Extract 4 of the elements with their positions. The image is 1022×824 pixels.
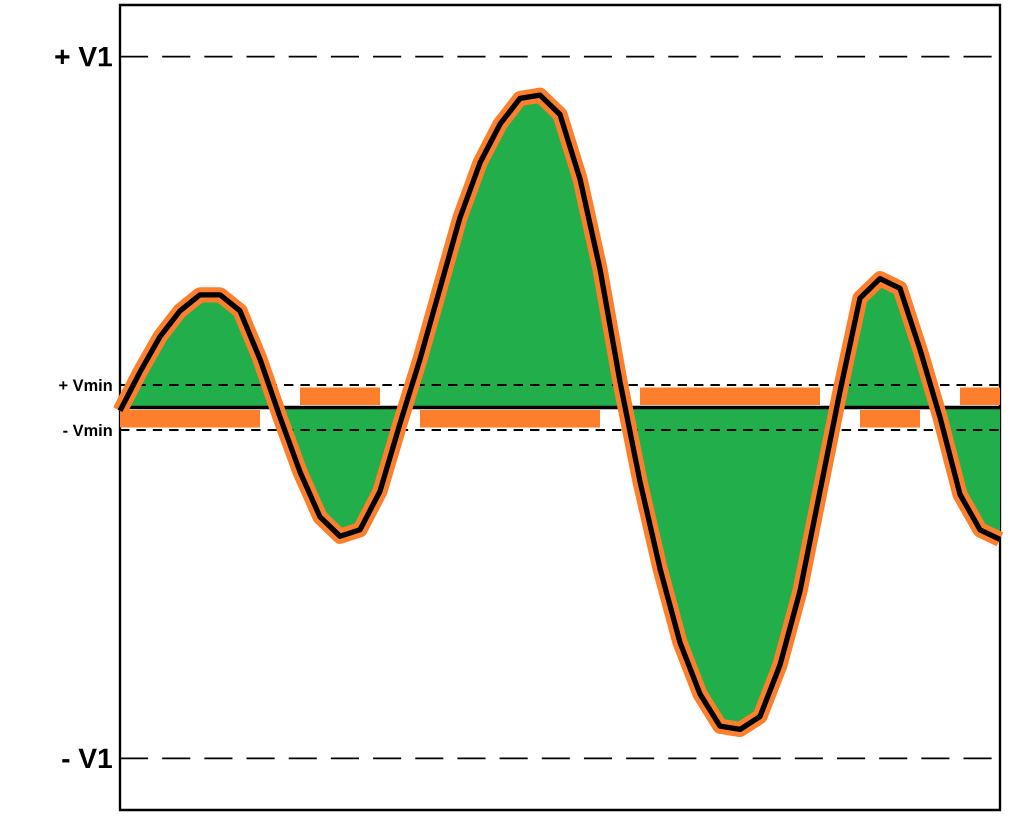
ref-line-label: + V1 [55, 46, 112, 67]
ref-line-label: + Vmin [59, 379, 112, 391]
ref-line-label: - Vmin [63, 424, 112, 436]
ref-line-label: - V1 [62, 748, 112, 769]
